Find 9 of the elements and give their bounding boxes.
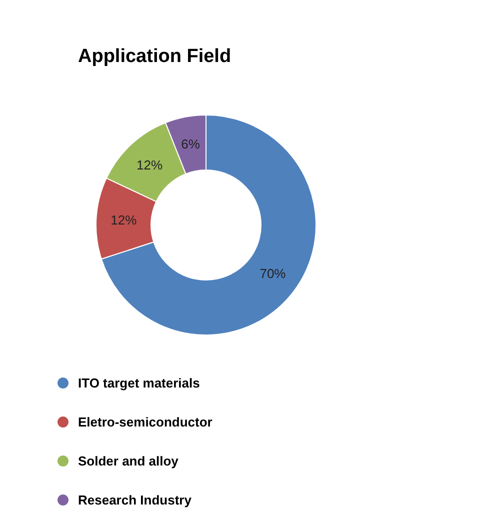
data-label: 12% [136,157,163,172]
chart-title: Application Field [78,46,232,67]
data-label: 6% [181,136,200,152]
legend-label: ITO target materials [78,376,200,391]
data-label: 12% [110,212,138,228]
legend-label: Eletro-semiconductor [78,414,212,430]
legend-label: Research Industry [78,492,192,508]
legend-label: Solder and alloy [78,454,180,469]
data-label: 70% [260,266,286,282]
